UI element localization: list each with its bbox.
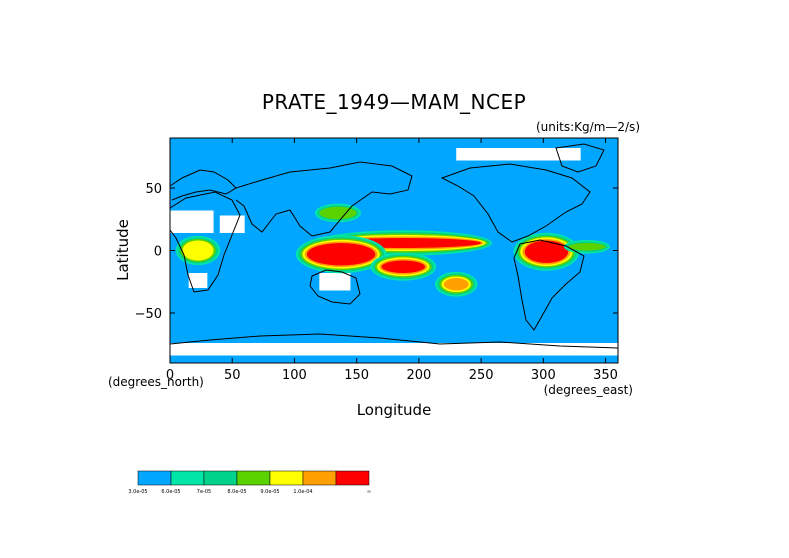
colorbar-swatch <box>170 470 205 486</box>
y-tick-label: 50 <box>145 182 162 197</box>
x-tick-label: 0 <box>166 368 174 383</box>
y-tick-label: 0 <box>154 245 162 260</box>
x-unit-label: (degrees_east) <box>544 383 633 397</box>
y-tick-label: −50 <box>135 307 162 322</box>
x-axis-ticks: 0 50 100 150 200 250 300 350 <box>166 138 618 383</box>
missing-australia-interior <box>319 273 351 291</box>
region-amazon-level-7 <box>524 240 569 263</box>
coast-antarctica <box>169 333 619 349</box>
colorbar-swatch <box>302 470 337 486</box>
coast-greenland <box>555 143 605 173</box>
colorbar-swatch <box>236 470 271 486</box>
missing-data-layer <box>170 148 618 356</box>
coastlines <box>169 143 619 349</box>
map-plot-area <box>169 137 619 364</box>
precip-regions-layer <box>175 203 610 297</box>
y-axis-ticks: 50 0 −50 <box>135 182 618 322</box>
missing-arabia <box>219 215 245 233</box>
colorbar-label: 1.0e-04 <box>293 489 312 495</box>
missing-sahara <box>170 210 214 233</box>
x-tick-label: 300 <box>531 368 556 383</box>
region-spcz-level-7 <box>381 260 426 273</box>
region-maritime-continent-level-7 <box>306 243 376 266</box>
region-atlantic-itcz-level-4 <box>568 243 606 251</box>
region-south-pacific-blob-level-6 <box>443 278 469 291</box>
y-axis-label: Latitude <box>114 219 132 281</box>
y-unit-label: (degrees_north) <box>108 375 204 389</box>
x-tick-label: 150 <box>344 368 369 383</box>
colorbar-swatch <box>203 470 238 486</box>
x-tick-label: 250 <box>469 368 494 383</box>
colorbar-label: 7e-05 <box>197 489 211 495</box>
colorbar-label: 6.0e-05 <box>161 489 180 495</box>
colorbar-swatch <box>137 470 172 486</box>
colorbar-swatch <box>335 470 370 486</box>
x-tick-label: 200 <box>406 368 431 383</box>
colorbar: 3.0e-05 6.0e-05 7e-05 8.0e-05 9.0e-05 1.0e-04… <box>128 470 371 495</box>
x-axis-label: Longitude <box>357 401 432 419</box>
colorbar-label: ∞ <box>367 489 371 495</box>
x-tick-label: 100 <box>282 368 307 383</box>
coast-north-america <box>440 163 591 243</box>
coast-australia <box>309 269 361 305</box>
region-africa-equatorial-level-5 <box>182 240 214 261</box>
x-tick-label: 50 <box>224 368 241 383</box>
colorbar-swatch <box>269 470 304 486</box>
coast-south-america <box>513 239 585 331</box>
chart-title: PRATE_1949—MAM_NCEP <box>262 90 526 114</box>
units-label: (units:Kg/m—2/s) <box>536 120 640 134</box>
x-tick-label: 350 <box>593 368 618 383</box>
missing-southern-africa <box>188 273 208 288</box>
coast-asia <box>235 161 413 237</box>
missing-arctic <box>456 148 581 161</box>
region-kuroshio-level-4 <box>319 206 357 220</box>
missing-antarctica-coast <box>170 343 618 356</box>
colorbar-label: 3.0e-05 <box>128 489 147 495</box>
colorbar-label: 8.0e-05 <box>227 489 246 495</box>
colorbar-label: 9.0e-05 <box>260 489 279 495</box>
coast-africa <box>169 191 241 293</box>
